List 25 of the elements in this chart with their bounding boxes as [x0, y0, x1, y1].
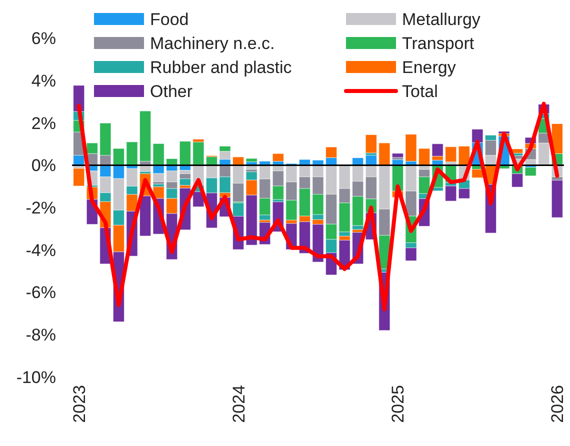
y-tick-label: -6%	[26, 283, 56, 302]
y-tick-label: -10%	[16, 368, 56, 387]
legend-label: Total	[402, 82, 438, 101]
bar	[272, 153, 284, 162]
y-tick-label: -4%	[26, 240, 56, 260]
bar	[73, 168, 85, 186]
legend-label: Energy	[402, 58, 456, 77]
y-tick-label: -2%	[26, 198, 56, 218]
x-tick-label: 2026	[548, 385, 568, 423]
x-tick-label: 2024	[229, 385, 248, 423]
x-tick-label: 2025	[388, 385, 408, 423]
y-tick-label: 0%	[31, 156, 56, 176]
line-series	[76, 102, 560, 312]
bar	[551, 180, 563, 218]
legend-label: Transport	[402, 34, 474, 53]
legend-label: Metallurgy	[402, 10, 481, 29]
legend-label: Rubber and plastic	[150, 58, 292, 77]
legend-label: Other	[150, 82, 193, 101]
y-tick-label: 2%	[31, 114, 56, 133]
legend-label: Machinery n.e.c.	[150, 34, 275, 53]
legend-label: Food	[150, 10, 189, 29]
y-tick-label: 6%	[31, 29, 56, 48]
x-tick-label: 2023	[70, 385, 89, 423]
y-tick-label: -8%	[26, 326, 56, 345]
y-tick-label: 4%	[31, 71, 56, 90]
